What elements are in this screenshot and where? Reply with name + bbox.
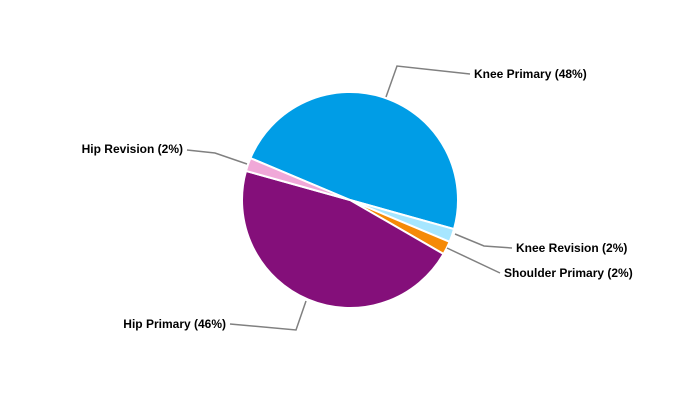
- slice-label: Knee Revision (2%): [516, 241, 627, 255]
- leader-line: [186, 149, 248, 165]
- leader-line: [385, 65, 471, 98]
- pie-slice: [249, 91, 459, 231]
- pie-slice: [241, 169, 445, 309]
- leader-line: [446, 247, 501, 274]
- pie-slice: [244, 156, 351, 201]
- slice-label: Hip Revision (2%): [82, 142, 183, 156]
- slice-label: Shoulder Primary (2%): [504, 266, 633, 280]
- leader-line: [229, 300, 307, 331]
- slice-label: Knee Primary (48%): [474, 67, 587, 81]
- slice-label: Hip Primary (46%): [123, 317, 226, 331]
- leader-line: [454, 233, 513, 249]
